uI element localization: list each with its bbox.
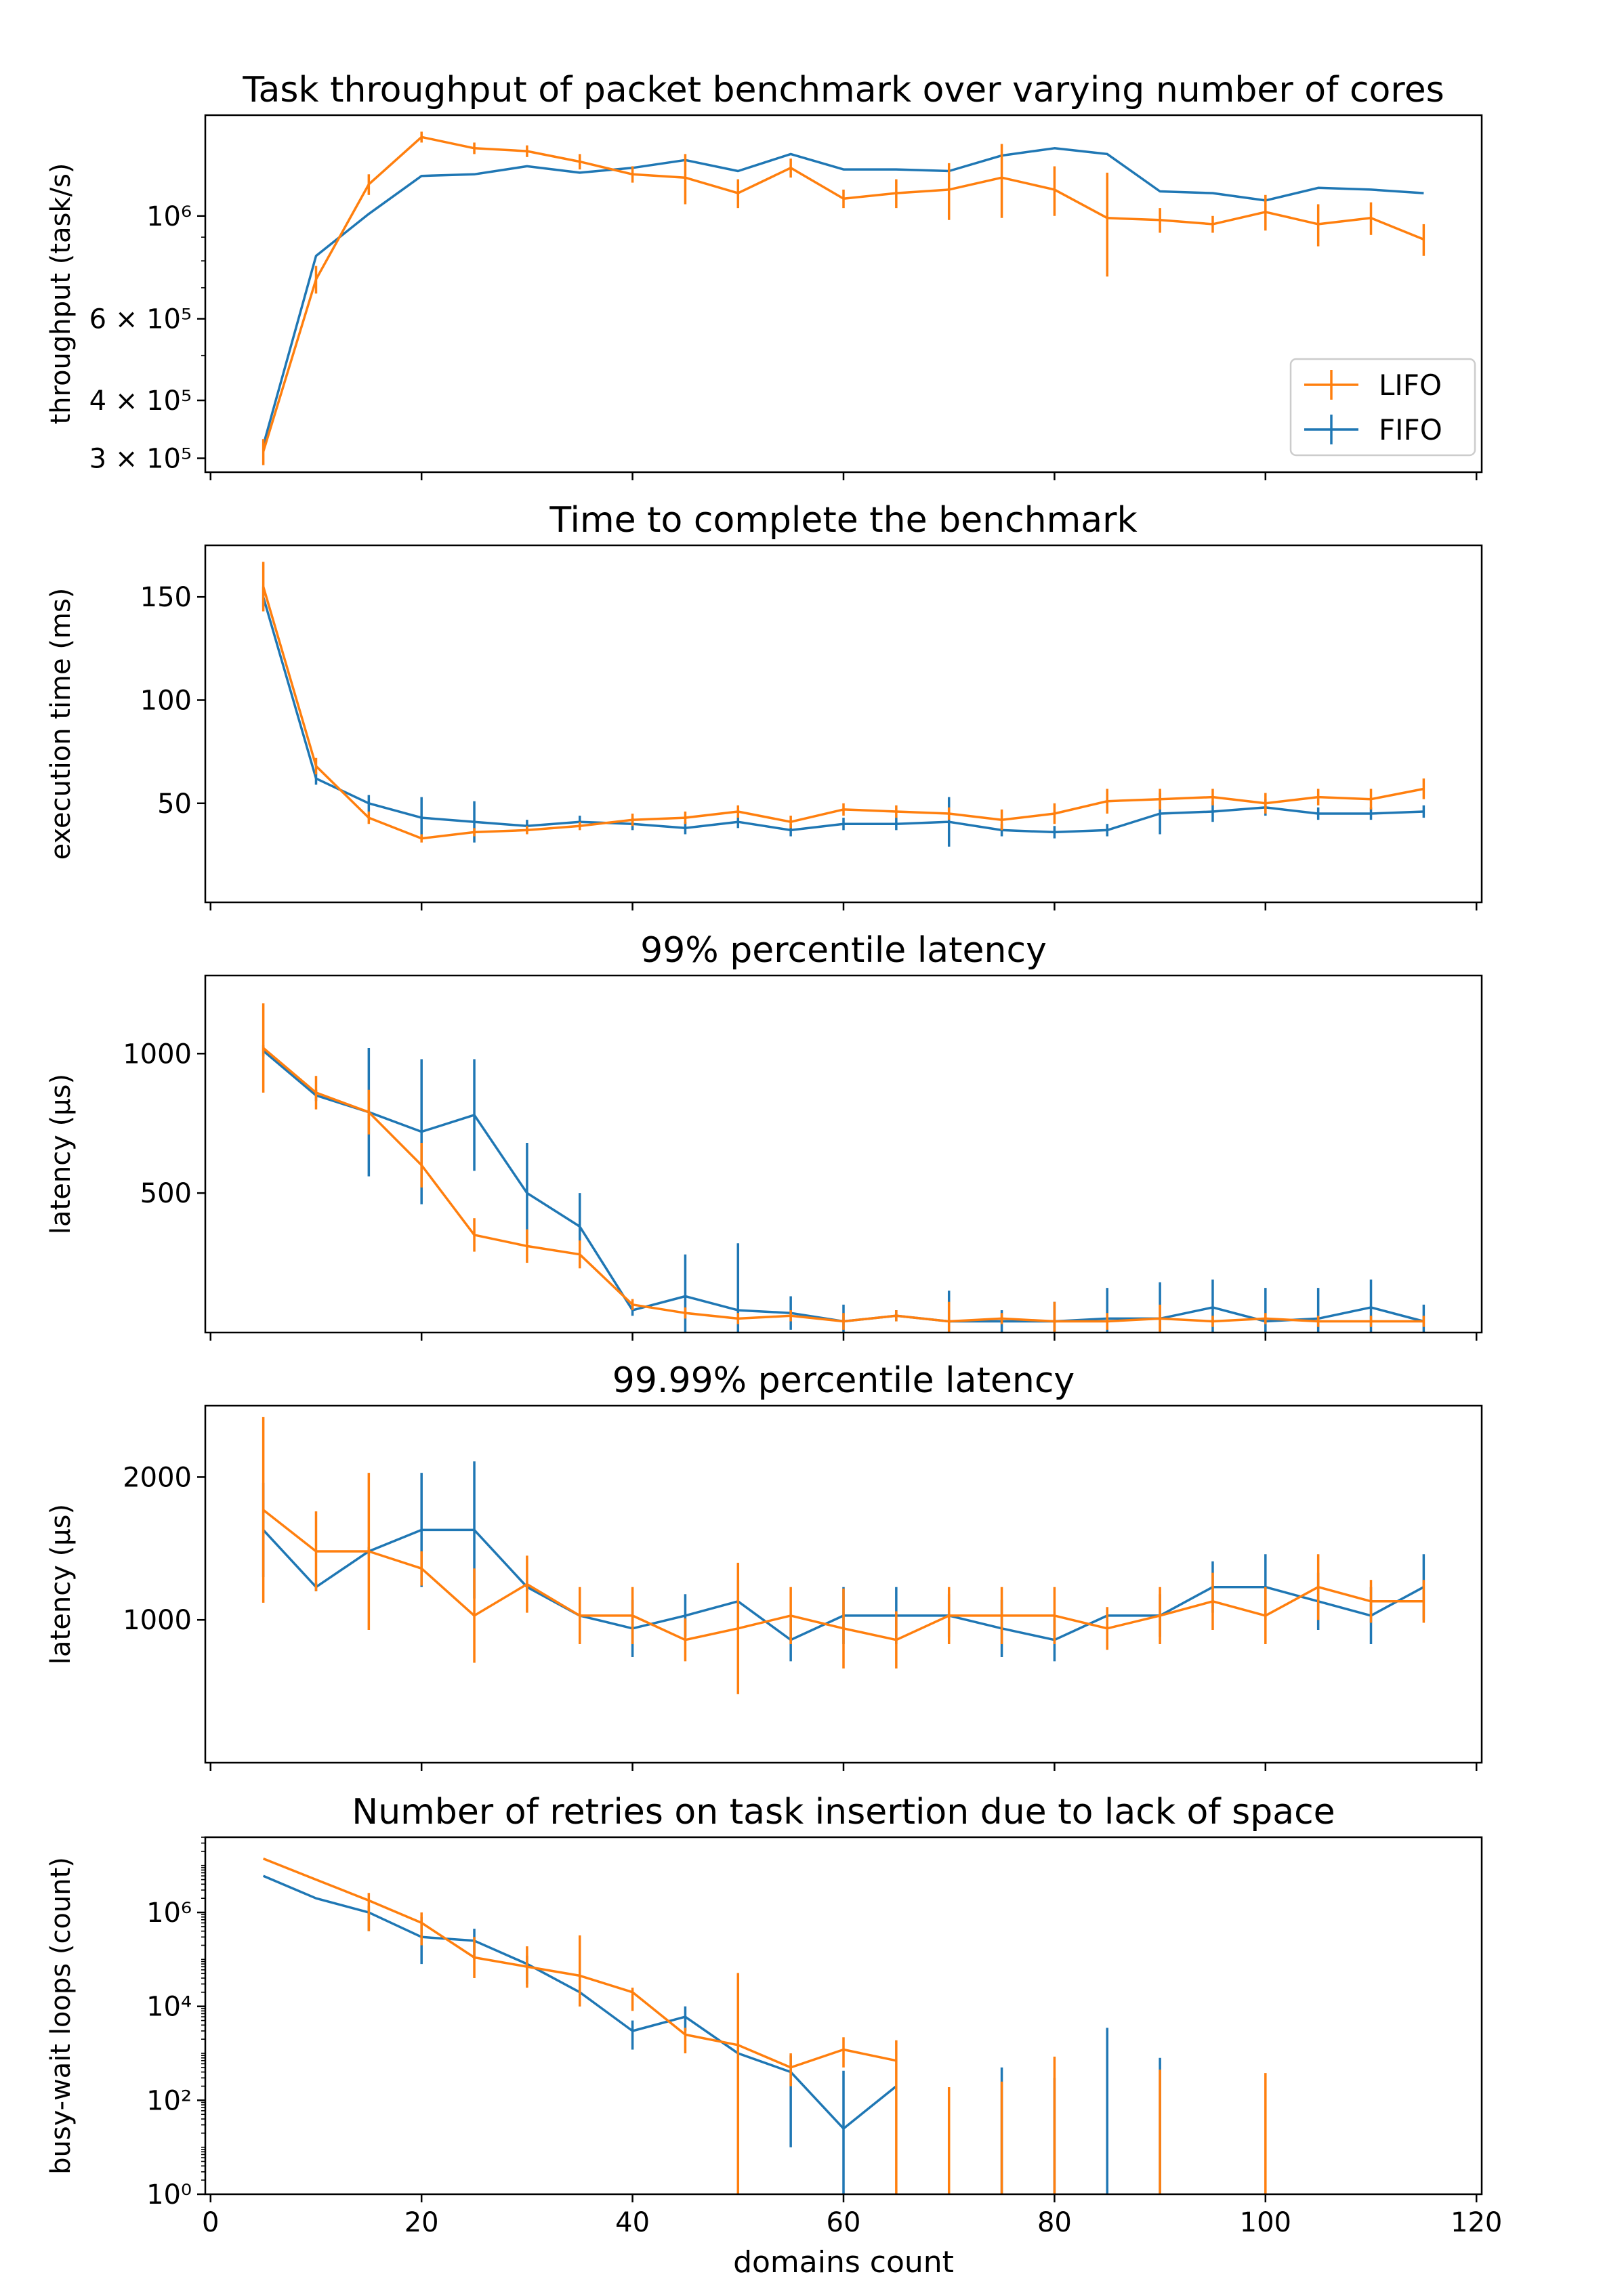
y-tick-label: 10⁴ — [146, 1992, 192, 2023]
x-tick-label: 100 — [1240, 2207, 1291, 2238]
x-axis-label: domains count — [733, 2245, 954, 2280]
axes-frame — [204, 974, 1483, 1334]
legend: LIFO FIFO — [1289, 358, 1476, 457]
y-axis-label: execution time (ms) — [45, 588, 77, 860]
y-axis-label: throughput (task/s) — [45, 163, 77, 424]
axes-frame — [204, 1836, 1483, 2196]
y-tick-label: 50 — [157, 789, 192, 820]
chart-title: Number of retries on task insertion due … — [352, 1792, 1335, 1832]
series-lifo — [262, 1857, 1267, 2194]
y-tick-label: 6 × 10⁵ — [89, 304, 192, 335]
x-tick-label: 80 — [1037, 2207, 1072, 2238]
chart-title: Task throughput of packet benchmark over… — [242, 70, 1444, 110]
series-lifo — [262, 562, 1425, 843]
y-tick-label: 1000 — [123, 1605, 192, 1636]
x-tick-label: 120 — [1451, 2207, 1502, 2238]
y-tick-label: 3 × 10⁵ — [89, 444, 192, 475]
chart-panel-4: 99.99% percentile latency 1000 2000 latency… — [45, 1360, 1483, 1771]
legend-label-fifo: FIFO — [1379, 413, 1442, 446]
y-tick-label: 500 — [140, 1178, 192, 1209]
x-tick-label: 40 — [615, 2207, 650, 2238]
chart-panel-1: Task throughput of packet benchmark over… — [45, 70, 1483, 480]
y-tick-label: 100 — [140, 685, 192, 716]
x-tick-label: 60 — [827, 2207, 861, 2238]
panels: Task throughput of packet benchmark over… — [45, 70, 1502, 2238]
chart-title: 99.99% percentile latency — [612, 1360, 1075, 1401]
axes-frame — [204, 114, 1483, 474]
legend-box — [1289, 358, 1476, 457]
chart-title: Time to complete the benchmark — [549, 500, 1137, 541]
series-lifo — [262, 1003, 1425, 1333]
y-axis-label: latency (µs) — [45, 1074, 77, 1234]
axes-frame — [204, 544, 1483, 904]
chart-panel-3: 99% percentile latency 500 1000 latency (µs… — [45, 930, 1483, 1341]
y-axis-label: busy-wait loops (count) — [45, 1857, 77, 2175]
y-tick-label: 1000 — [123, 1039, 192, 1070]
chart-title: 99% percentile latency — [640, 930, 1047, 971]
series-fifo — [262, 147, 1424, 446]
series-line-fifo — [262, 147, 1424, 446]
y-tick-label: 150 — [140, 582, 192, 613]
series-lifo — [262, 131, 1425, 465]
y-tick-label: 10⁰ — [146, 2179, 192, 2210]
y-tick-label: 2000 — [123, 1462, 192, 1493]
y-axis-label: latency (µs) — [45, 1504, 77, 1664]
legend-label-lifo: LIFO — [1379, 369, 1442, 402]
y-tick-label: 10⁶ — [146, 1898, 192, 1929]
y-tick-label: 4 × 10⁵ — [89, 385, 192, 417]
x-tick-label: 0 — [202, 2207, 219, 2238]
x-tick-label: 20 — [404, 2207, 439, 2238]
y-tick-label: 10⁶ — [146, 201, 192, 232]
y-tick-label: 10² — [146, 2085, 192, 2116]
chart-panel-5: Number of retries on task insertion due … — [45, 1792, 1502, 2238]
axes-frame — [204, 1404, 1483, 1764]
chart-panel-2: Time to complete the benchmark 50 100 150 ex… — [45, 500, 1483, 910]
series-lifo — [262, 1417, 1425, 1694]
